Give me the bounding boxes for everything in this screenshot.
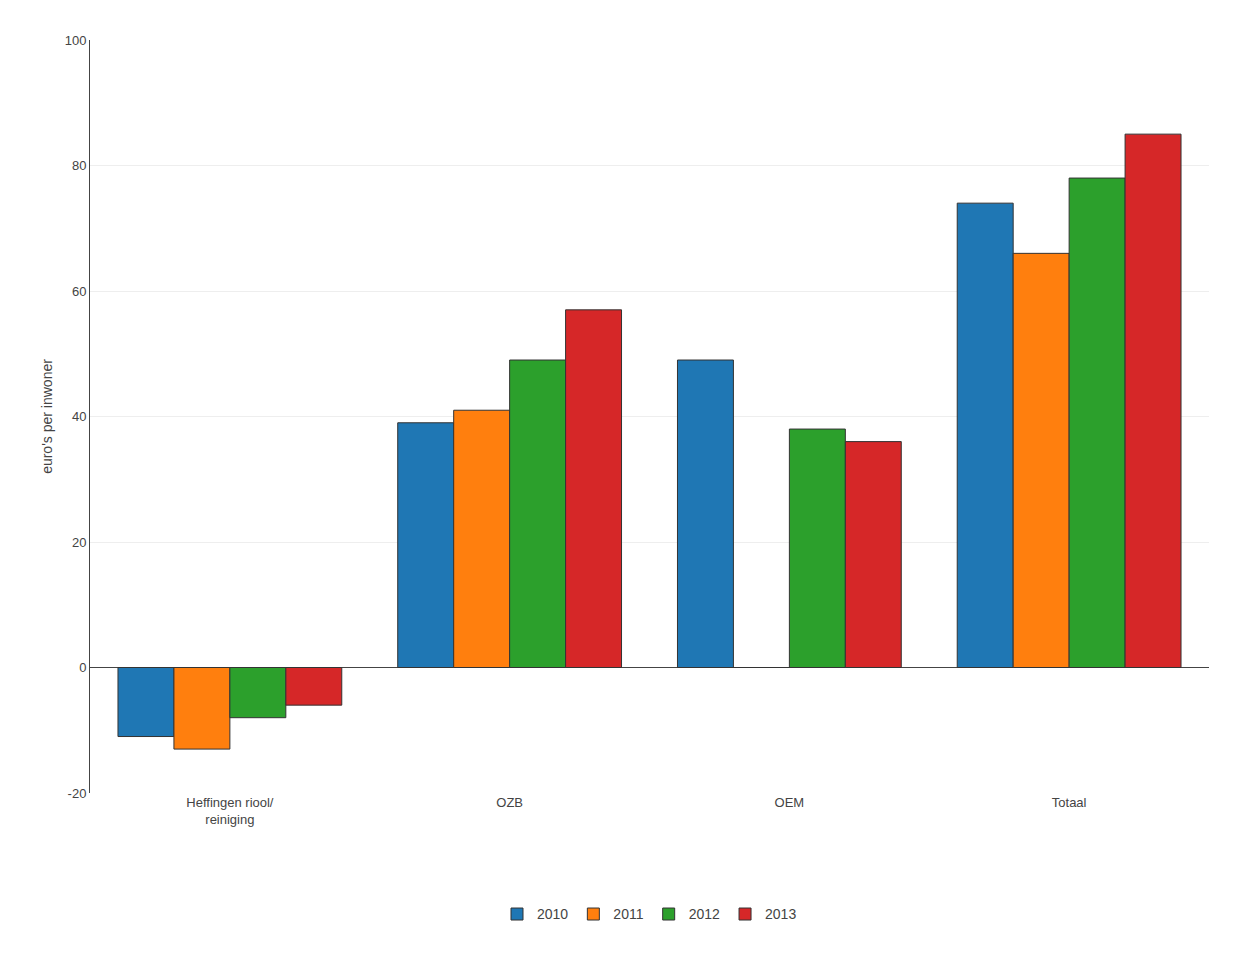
- svg-text:20: 20: [72, 535, 86, 550]
- svg-text:OEM: OEM: [775, 795, 805, 810]
- svg-text:Totaal: Totaal: [1052, 795, 1087, 810]
- svg-text:2013: 2013: [765, 906, 796, 922]
- svg-text:euro's per inwoner: euro's per inwoner: [39, 359, 55, 474]
- svg-text:2010: 2010: [537, 906, 568, 922]
- svg-text:-20: -20: [68, 786, 87, 801]
- svg-text:40: 40: [72, 409, 86, 424]
- svg-text:80: 80: [72, 158, 86, 173]
- svg-text:100: 100: [65, 33, 87, 48]
- svg-text:OZB: OZB: [496, 795, 523, 810]
- svg-text:0: 0: [79, 660, 86, 675]
- svg-text:60: 60: [72, 284, 86, 299]
- svg-text:Heffingen riool/reiniging: Heffingen riool/reiniging: [186, 795, 274, 827]
- svg-text:2011: 2011: [613, 906, 643, 922]
- svg-text:2012: 2012: [689, 906, 720, 922]
